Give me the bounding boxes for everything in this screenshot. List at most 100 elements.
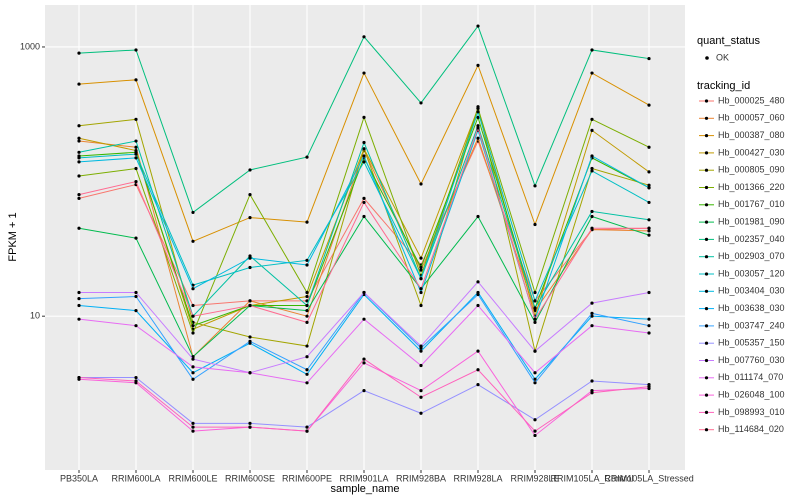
legend-key bbox=[704, 358, 709, 363]
data-point bbox=[590, 301, 594, 305]
data-point bbox=[362, 196, 366, 200]
data-point bbox=[476, 292, 480, 297]
data-point bbox=[647, 317, 651, 321]
data-point bbox=[134, 117, 138, 121]
data-point bbox=[305, 344, 309, 348]
legend-key bbox=[704, 307, 709, 311]
data-point bbox=[305, 290, 309, 295]
data-point bbox=[419, 344, 423, 348]
data-point bbox=[134, 379, 138, 383]
data-point bbox=[191, 303, 195, 308]
data-point bbox=[419, 265, 423, 270]
data-point bbox=[533, 299, 537, 303]
data-point bbox=[419, 389, 423, 393]
legend-key bbox=[704, 116, 709, 120]
data-point bbox=[476, 124, 480, 128]
data-point bbox=[191, 210, 195, 215]
data-point bbox=[305, 220, 309, 224]
data-point bbox=[590, 379, 594, 383]
data-point bbox=[419, 303, 423, 308]
data-point bbox=[77, 193, 81, 197]
data-point bbox=[647, 56, 651, 61]
data-point bbox=[647, 290, 651, 295]
data-point bbox=[248, 215, 252, 220]
legend-label: Hb_011174_070 bbox=[718, 372, 783, 382]
data-point bbox=[134, 290, 138, 295]
data-point bbox=[191, 371, 195, 375]
data-point bbox=[248, 256, 252, 260]
data-point bbox=[419, 277, 423, 281]
legend-label: OK bbox=[716, 52, 729, 62]
legend-label: Hb_114684_020 bbox=[718, 424, 784, 434]
legend-label: Hb_003404_030 bbox=[718, 286, 785, 296]
x-tick-label: RRIM901LA bbox=[339, 473, 388, 483]
data-point bbox=[248, 193, 252, 197]
data-point bbox=[248, 303, 252, 308]
legend-key bbox=[704, 185, 709, 190]
legend-key bbox=[704, 324, 709, 328]
data-point bbox=[419, 290, 423, 295]
data-point bbox=[647, 384, 651, 389]
data-point bbox=[476, 63, 480, 67]
data-point bbox=[476, 280, 480, 284]
data-point bbox=[305, 368, 309, 372]
data-point bbox=[533, 377, 537, 381]
data-point bbox=[476, 136, 480, 140]
y-tick-label: 1000 bbox=[20, 41, 40, 51]
data-point bbox=[362, 147, 366, 151]
data-point bbox=[590, 154, 594, 158]
legend-label: Hb_001981_090 bbox=[718, 216, 785, 226]
data-point bbox=[134, 48, 138, 52]
y-tick-label: 10 bbox=[30, 311, 40, 321]
legend-label: Hb_002903_070 bbox=[718, 251, 785, 261]
data-point bbox=[77, 196, 81, 200]
data-point bbox=[647, 183, 651, 187]
data-point bbox=[590, 214, 594, 219]
data-point bbox=[77, 317, 81, 321]
legend-label: Hb_007760_030 bbox=[718, 355, 785, 365]
data-point bbox=[362, 214, 366, 219]
legend-key bbox=[704, 341, 709, 345]
data-point bbox=[533, 381, 537, 385]
data-point bbox=[362, 154, 366, 158]
legend-title: quant_status bbox=[697, 35, 760, 47]
x-tick-label: PB350LA bbox=[60, 473, 98, 483]
data-point bbox=[305, 309, 309, 313]
data-point bbox=[305, 425, 309, 429]
data-point bbox=[419, 101, 423, 105]
data-point bbox=[134, 375, 138, 380]
x-tick-label: RRIM105LA_Stressed bbox=[604, 473, 694, 483]
data-point bbox=[305, 320, 309, 324]
data-point bbox=[248, 371, 252, 375]
x-tick-label: RRIM600LE bbox=[168, 473, 217, 483]
data-point bbox=[647, 103, 651, 107]
data-point bbox=[362, 200, 366, 205]
data-point bbox=[590, 169, 594, 173]
data-point bbox=[305, 258, 309, 262]
x-tick-label: RRIM105LA_Control bbox=[550, 473, 633, 483]
data-point bbox=[590, 324, 594, 328]
data-point bbox=[77, 156, 81, 160]
data-point bbox=[362, 357, 366, 361]
data-point bbox=[419, 182, 423, 186]
y-axis-title: FPKM + 1 bbox=[7, 212, 19, 261]
data-point bbox=[77, 290, 81, 295]
data-point bbox=[533, 418, 537, 422]
data-point bbox=[476, 110, 480, 114]
x-axis-title: sample_name bbox=[330, 483, 399, 495]
data-point bbox=[647, 331, 651, 335]
legend-label: Hb_000805_090 bbox=[718, 165, 785, 175]
data-point bbox=[134, 139, 138, 143]
data-point bbox=[419, 411, 423, 415]
data-point bbox=[77, 375, 81, 380]
data-point bbox=[134, 236, 138, 240]
legend-label: Hb_000057_060 bbox=[718, 113, 785, 123]
data-point bbox=[476, 24, 480, 28]
data-point bbox=[419, 395, 423, 399]
data-point bbox=[590, 117, 594, 121]
data-point bbox=[590, 48, 594, 52]
data-point bbox=[533, 349, 537, 353]
legend-key bbox=[704, 220, 709, 224]
data-point bbox=[533, 290, 537, 295]
